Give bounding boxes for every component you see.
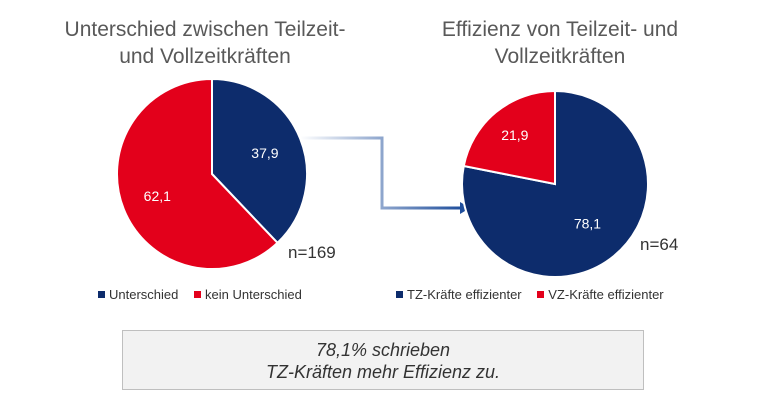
legend-swatch-unterschied — [98, 291, 105, 299]
chart-title-left-line1: Unterschied zwischen Teilzeit- — [64, 18, 346, 41]
chart-title-left-line2: und Vollzeitkräften — [119, 45, 291, 68]
summary-callout: 78,1% schrieben TZ-Kräften mehr Effizien… — [122, 330, 644, 390]
legend-swatch-vz-kraefte — [537, 291, 545, 299]
chart-title-right-line2: Vollzeitkräften — [494, 45, 626, 68]
n-label-right: n=64 — [640, 235, 678, 254]
pie-left-data-label-0: 37,9 — [251, 145, 278, 161]
legend-swatch-kein-unterschied — [194, 291, 201, 299]
legend-item-unterschied: Unterschied — [98, 287, 178, 302]
legend-item-kein-unterschied: kein Unterschied — [194, 287, 302, 302]
chart-title-right-line1: Effizienz von Teilzeit- und — [441, 18, 679, 41]
legend-swatch-tz-kraefte — [396, 291, 403, 299]
legend-right: TZ-Kräfte effizienter VZ-Kräfte effizien… — [396, 287, 676, 302]
legend-item-vz-kraefte: VZ-Kräfte effizienter — [537, 287, 664, 302]
summary-line-1: 78,1% schrieben — [315, 340, 451, 360]
pie-right-data-label-0: 78,1 — [574, 216, 601, 232]
pie-right-data-label-1: 21,9 — [501, 127, 528, 143]
pie-right-slice-1 — [462, 89, 556, 186]
pie-left-data-label-1: 62,1 — [144, 188, 171, 204]
legend-label-unterschied: Unterschied — [109, 287, 179, 302]
chart-title-left: Unterschied zwischen Teilzeit- und Vollz… — [15, 16, 395, 70]
n-label-left: n=169 — [288, 243, 336, 262]
charts-canvas: 37,9 62,1 78,1 21,9 n=169 n=64 — [116, 77, 678, 278]
legend-label-tz-kraefte: TZ-Kräfte effizienter — [407, 287, 522, 302]
connector-arrow-line — [300, 136, 462, 210]
legend-label-vz-kraefte: VZ-Kräfte effizienter — [548, 287, 664, 302]
pie-left-slice-0 — [211, 77, 308, 245]
legend-label-kein-unterschied: kein Unterschied — [205, 287, 302, 302]
pie-chart-right: 78,1 21,9 — [461, 89, 649, 278]
legend-item-tz-kraefte: TZ-Kräfte effizienter — [396, 287, 522, 302]
legend-left: Unterschied kein Unterschied — [98, 287, 314, 302]
pie-chart-left: 37,9 62,1 — [116, 77, 308, 270]
chart-title-right: Effizienz von Teilzeit- und Vollzeitkräf… — [355, 16, 765, 70]
summary-line-2: TZ-Kräften mehr Effizienz zu. — [265, 362, 501, 382]
pie-left-slice-1 — [116, 77, 279, 270]
